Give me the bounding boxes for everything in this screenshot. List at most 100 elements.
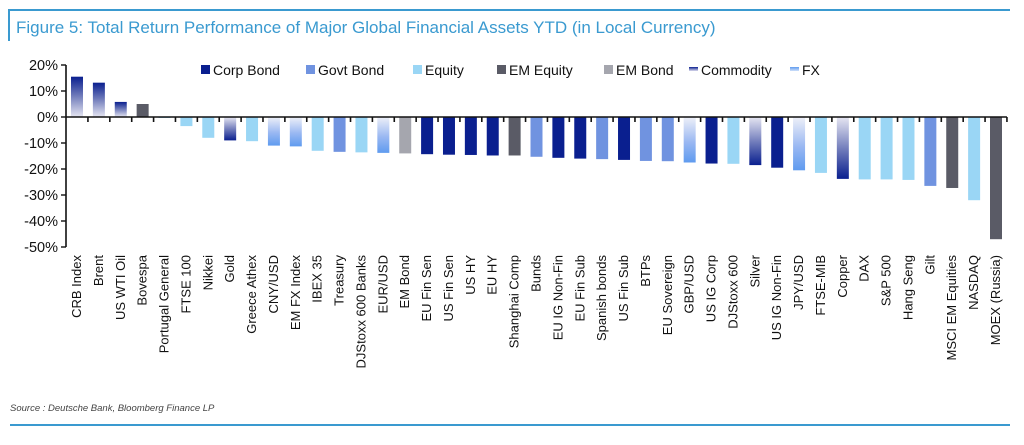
- x-tick-label: Silver: [747, 254, 762, 287]
- bar: [749, 117, 762, 166]
- bar: [836, 117, 849, 179]
- legend-swatch: [201, 65, 210, 74]
- legend-swatch: [497, 65, 506, 74]
- bar: [968, 117, 981, 201]
- legend-swatch: [413, 65, 422, 74]
- legend-swatch: [689, 67, 698, 71]
- y-tick-label: -30%: [24, 188, 58, 204]
- x-tick-label: EU Fin Sen: [419, 255, 434, 321]
- bar: [771, 117, 784, 168]
- x-tick-label: EM FX Index: [288, 255, 303, 331]
- y-tick-label: -40%: [24, 214, 58, 230]
- x-tick-label: Treasury: [332, 255, 347, 306]
- bar: [946, 117, 959, 188]
- y-axis: 20% 10% 0% -10% -20% -30% -40% -50%: [24, 58, 67, 256]
- bar: [705, 117, 718, 164]
- x-axis: [66, 116, 1008, 122]
- bar-chart: 20% 10% 0% -10% -20% -30% -40% -50% CRB Index Br…: [24, 58, 1008, 369]
- bar: [902, 117, 915, 180]
- x-tick-label: Shanghai Comp: [507, 255, 522, 348]
- legend: Corp Bond Govt Bond Equity EM Equity EM Bond…: [201, 62, 821, 78]
- x-tick-label: Nikkei: [200, 255, 215, 291]
- legend-label: Commodity: [701, 62, 772, 78]
- x-tick-label: EUR/USD: [375, 255, 390, 314]
- x-tick-label: EU IG Non-Fin: [550, 255, 565, 340]
- x-tick-label: NASDAQ: [966, 255, 981, 310]
- legend-label: Govt Bond: [318, 62, 384, 78]
- legend-swatch: [306, 65, 315, 74]
- bar: [727, 117, 740, 164]
- bar: [793, 117, 806, 171]
- legend-label: FX: [802, 62, 821, 78]
- bar: [377, 117, 390, 153]
- x-tick-label: EU Sovereign: [660, 255, 675, 335]
- bars: [71, 76, 1002, 240]
- bar: [421, 117, 434, 155]
- bar: [224, 117, 237, 141]
- bar: [180, 117, 193, 127]
- x-tick-label: EU Fin Sub: [572, 255, 587, 321]
- x-tick-label: FTSE-MIB: [813, 255, 828, 316]
- bar: [486, 117, 499, 156]
- bar: [508, 117, 521, 156]
- x-tick-label: Copper: [835, 254, 850, 297]
- bar: [618, 117, 631, 160]
- x-tick-label: Greece Athex: [244, 255, 259, 334]
- y-tick-label: 20%: [29, 58, 58, 74]
- x-tick-label: Gold: [222, 255, 237, 282]
- frame-bottom-rule: [10, 424, 1010, 426]
- x-tick-label: Gilt: [922, 255, 937, 275]
- x-tick-label: US Fin Sub: [616, 255, 631, 321]
- x-tick-label: CNY/USD: [266, 255, 281, 314]
- bar: [464, 117, 477, 155]
- x-tick-label: Brent: [91, 255, 106, 286]
- x-tick-label: MOEX (Russia): [988, 255, 1003, 345]
- bar: [202, 117, 215, 138]
- bar: [990, 117, 1002, 240]
- bar: [574, 117, 587, 159]
- legend-label: EM Bond: [616, 62, 674, 78]
- x-tick-label: Bovespa: [135, 254, 150, 305]
- bar: [311, 117, 324, 151]
- bar: [661, 117, 674, 162]
- bar: [530, 117, 543, 157]
- x-tick-label: GBP/USD: [682, 255, 697, 314]
- legend-swatch: [790, 67, 799, 71]
- bar: [639, 117, 652, 161]
- bar: [924, 117, 937, 186]
- bar: [136, 104, 149, 117]
- bar: [289, 117, 302, 147]
- legend-label: Equity: [425, 62, 464, 78]
- bar: [246, 117, 259, 142]
- x-tick-label: EM Bond: [397, 255, 412, 308]
- bar: [596, 117, 609, 160]
- bar: [355, 117, 368, 153]
- source-note: Source : Deutsche Bank, Bloomberg Financ…: [10, 403, 215, 414]
- x-tick-label: US Fin Sen: [441, 255, 456, 321]
- bar: [114, 101, 127, 117]
- bar: [267, 117, 280, 146]
- x-tick-label: CRB Index: [69, 255, 84, 318]
- y-tick-label: 10%: [29, 84, 58, 100]
- bar: [442, 117, 455, 155]
- y-tick-label: -10%: [24, 136, 58, 152]
- bar: [814, 117, 827, 173]
- x-tick-label: US WTI Oil: [113, 255, 128, 320]
- x-tick-label: Hang Seng: [900, 255, 915, 320]
- x-tick-label: US HY: [463, 255, 478, 295]
- x-tick-label: IBEX 35: [310, 255, 325, 303]
- x-tick-label: FTSE 100: [178, 255, 193, 314]
- x-tick-label: JPY/USD: [791, 255, 806, 310]
- y-tick-label: 0%: [37, 110, 58, 126]
- frame-left-rule: [8, 9, 10, 41]
- bar: [92, 82, 105, 117]
- x-tick-label: US IG Corp: [704, 255, 719, 322]
- x-tick-label: Spanish bonds: [594, 255, 609, 342]
- x-tick-label: BTPs: [638, 255, 653, 287]
- bar: [71, 76, 83, 117]
- frame-top-rule: [8, 9, 1010, 11]
- x-tick-label: S&P 500: [879, 255, 894, 306]
- bar: [399, 117, 412, 154]
- chart-title: Figure 5: Total Return Performance of Ma…: [16, 18, 716, 37]
- x-tick-label: DJStoxx 600 Banks: [353, 255, 368, 369]
